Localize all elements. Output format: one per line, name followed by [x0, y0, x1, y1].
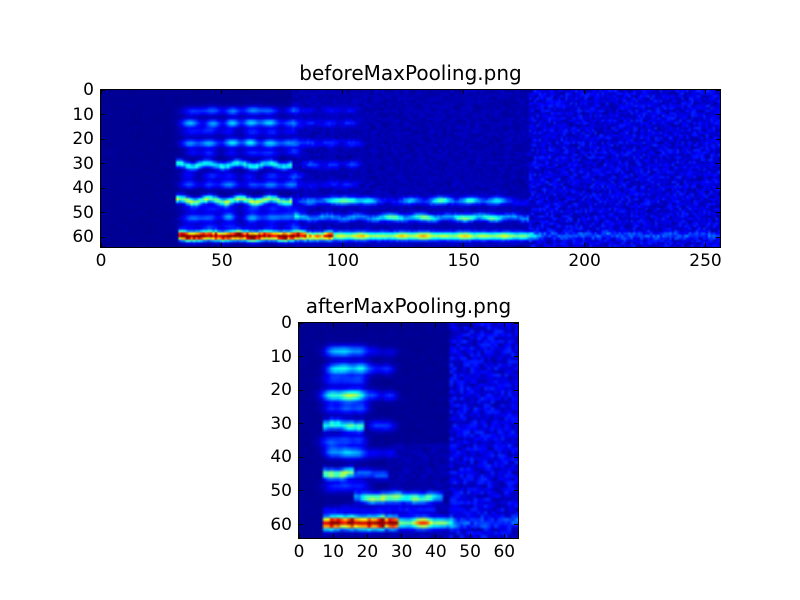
tick-mark	[716, 138, 720, 140]
tick-mark	[469, 534, 471, 538]
tick-mark	[299, 423, 303, 425]
tick-mark	[401, 534, 403, 538]
axes-before-maxpooling: beforeMaxPooling.png 0 50 100 150 200 250 0 10 2…	[72, 61, 721, 271]
tick-mark	[463, 90, 465, 94]
tick-mark	[101, 236, 105, 238]
tick-mark	[366, 323, 368, 327]
tick-mark	[101, 163, 105, 165]
tick-mark	[299, 356, 303, 358]
tick-mark	[716, 163, 720, 165]
tick-mark	[503, 534, 505, 538]
tick-mark	[101, 138, 105, 140]
y-tick-label: 50	[72, 202, 94, 223]
y-tick-label: 30	[270, 413, 292, 434]
x-tick-label: 30	[390, 542, 413, 562]
x-tick-label: 20	[356, 542, 379, 562]
tick-mark	[366, 534, 368, 538]
y-tick-label: 20	[72, 129, 94, 150]
x-tick-label: 50	[211, 251, 233, 271]
y-tick-label: 40	[72, 178, 94, 199]
y-tick-label: 10	[270, 346, 292, 367]
tick-mark	[101, 89, 105, 91]
axes-after-maxpooling: afterMaxPooling.png 0 10 20 30 40 50 60 0 10 20 30…	[270, 294, 519, 562]
tick-mark	[704, 90, 706, 94]
tick-mark	[435, 534, 437, 538]
tick-mark	[716, 236, 720, 238]
plot-title-before: beforeMaxPooling.png	[299, 61, 522, 85]
tick-mark	[401, 323, 403, 327]
tick-mark	[221, 243, 223, 247]
y-tick-label: 50	[270, 480, 292, 501]
x-tick-label: 0	[293, 542, 305, 562]
y-tick-label: 10	[72, 104, 94, 125]
x-tick-label: 200	[568, 251, 601, 271]
y-tick-label: 40	[270, 447, 292, 468]
x-tick-label: 100	[326, 251, 360, 271]
tick-mark	[342, 243, 344, 247]
spectrogram-image-after	[299, 323, 518, 538]
tick-mark	[514, 456, 518, 458]
tick-mark	[299, 490, 303, 492]
x-tick-label: 10	[322, 542, 345, 562]
tick-mark	[514, 423, 518, 425]
y-tick-label: 30	[72, 153, 94, 174]
tick-mark	[299, 389, 303, 391]
tick-mark	[435, 323, 437, 327]
tick-mark	[299, 322, 303, 324]
tick-mark	[101, 212, 105, 214]
tick-mark	[100, 90, 102, 94]
y-tick-label: 60	[72, 227, 94, 248]
tick-mark	[100, 243, 102, 247]
tick-mark	[342, 90, 344, 94]
tick-mark	[584, 90, 586, 94]
tick-mark	[716, 89, 720, 91]
tick-mark	[299, 524, 303, 526]
y-tick-label: 0	[281, 313, 292, 333]
tick-mark	[514, 389, 518, 391]
tick-mark	[514, 356, 518, 358]
tick-mark	[514, 490, 518, 492]
tick-mark	[503, 323, 505, 327]
tick-mark	[514, 524, 518, 526]
tick-mark	[514, 322, 518, 324]
tick-mark	[469, 323, 471, 327]
tick-mark	[101, 114, 105, 116]
tick-mark	[584, 243, 586, 247]
x-tick-label: 50	[459, 542, 481, 562]
tick-mark	[716, 212, 720, 214]
tick-mark	[298, 534, 300, 538]
tick-mark	[332, 534, 334, 538]
tick-mark	[704, 243, 706, 247]
x-tick-label: 150	[447, 251, 480, 271]
tick-mark	[101, 187, 105, 189]
y-tick-label: 0	[83, 80, 94, 100]
tick-mark	[221, 90, 223, 94]
tick-mark	[299, 456, 303, 458]
tick-mark	[463, 243, 465, 247]
plot-title-after: afterMaxPooling.png	[305, 294, 512, 318]
x-tick-label: 40	[425, 542, 447, 562]
x-tick-label: 0	[95, 251, 107, 271]
x-tick-label: 60	[493, 542, 516, 562]
tick-mark	[716, 187, 720, 189]
y-tick-label: 20	[270, 380, 292, 401]
x-tick-label: 250	[689, 251, 722, 271]
tick-mark	[298, 323, 300, 327]
y-tick-label: 60	[270, 514, 292, 535]
tick-mark	[716, 114, 720, 116]
spectrogram-image-before	[101, 90, 720, 247]
tick-mark	[332, 323, 334, 327]
